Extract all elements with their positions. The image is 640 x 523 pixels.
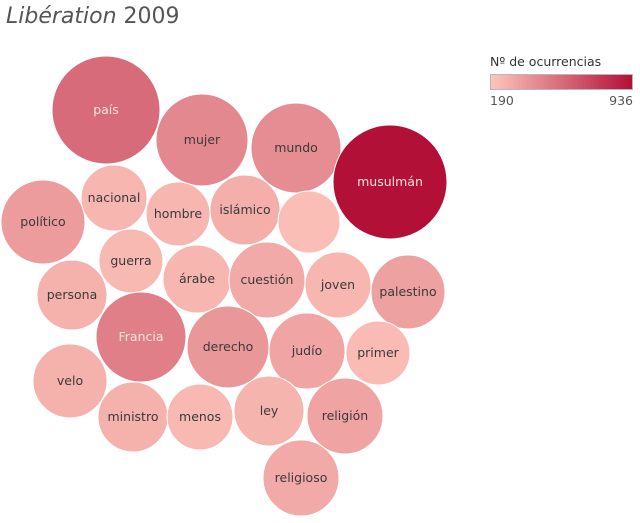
- bubble-circle[interactable]: [80, 164, 148, 232]
- bubble-label: musulmán: [357, 174, 423, 189]
- bubble-label: islámico: [219, 202, 270, 217]
- legend-max-label: 936: [609, 93, 633, 108]
- bubble[interactable]: ministro: [97, 381, 169, 453]
- bubble-label: religioso: [275, 470, 328, 485]
- bubble[interactable]: Francia: [95, 291, 187, 383]
- bubble[interactable]: menos: [166, 383, 234, 451]
- bubble-circle[interactable]: [95, 291, 187, 383]
- legend-labels: 190 936: [490, 93, 633, 108]
- bubble-label: mundo: [274, 140, 318, 155]
- bubble-label: árabe: [179, 271, 215, 286]
- bubble[interactable]: político: [0, 179, 86, 265]
- bubble[interactable]: país: [51, 55, 161, 165]
- bubble[interactable]: derecho: [186, 305, 270, 389]
- bubble-label: hombre: [154, 206, 203, 221]
- bubble-label: derecho: [203, 339, 254, 354]
- bubble[interactable]: árabe: [162, 244, 232, 314]
- bubble-circle[interactable]: [262, 439, 340, 517]
- bubble[interactable]: joven: [304, 251, 372, 319]
- bubble-circle[interactable]: [36, 259, 108, 331]
- bubble-circle[interactable]: [250, 102, 342, 194]
- bubble-circle[interactable]: [233, 375, 305, 447]
- bubble-circle[interactable]: [0, 179, 86, 265]
- bubble-circle[interactable]: [155, 93, 249, 187]
- bubble-label: guerra: [110, 253, 151, 268]
- bubble[interactable]: religioso: [262, 439, 340, 517]
- chart-title-year: 2009: [123, 4, 180, 29]
- bubble-circle[interactable]: [32, 343, 108, 419]
- bubble-label: Francia: [118, 329, 163, 344]
- bubble-label: ley: [260, 403, 279, 418]
- bubble[interactable]: cuestión: [228, 241, 306, 319]
- legend-min-label: 190: [490, 93, 514, 108]
- bubble-circle[interactable]: [268, 312, 346, 390]
- bubble-label: persona: [47, 287, 98, 302]
- bubble[interactable]: musulmán: [332, 124, 448, 240]
- chart-title: Libération 2009: [6, 4, 180, 29]
- legend-title: Nº de ocurrencias: [490, 54, 602, 69]
- bubble[interactable]: religión: [306, 377, 384, 455]
- bubble-circle[interactable]: [51, 55, 161, 165]
- bubble[interactable]: nacional: [80, 164, 148, 232]
- bubble[interactable]: palestino: [370, 254, 446, 330]
- bubble-label: religión: [322, 408, 368, 423]
- bubble[interactable]: [277, 190, 341, 254]
- bubble-label: país: [93, 102, 119, 117]
- bubble-label: velo: [57, 373, 83, 388]
- bubble-label: nacional: [88, 190, 141, 205]
- bubble[interactable]: mujer: [155, 93, 249, 187]
- bubble[interactable]: guerra: [98, 228, 164, 294]
- bubble[interactable]: ley: [233, 375, 305, 447]
- color-legend: Nº de ocurrencias 190 936: [490, 54, 636, 108]
- bubble-label: primer: [357, 345, 399, 360]
- bubble-circle[interactable]: [306, 377, 384, 455]
- bubble-label: menos: [179, 409, 221, 424]
- bubble[interactable]: persona: [36, 259, 108, 331]
- bubble-circle[interactable]: [345, 320, 411, 386]
- bubble-label: político: [20, 214, 65, 229]
- bubble-label: judío: [291, 343, 322, 358]
- bubble-circle[interactable]: [332, 124, 448, 240]
- bubble-label: cuestión: [241, 272, 294, 287]
- bubble-circle[interactable]: [304, 251, 372, 319]
- bubble-circle[interactable]: [370, 254, 446, 330]
- bubble-label: palestino: [379, 284, 436, 299]
- bubble[interactable]: mundo: [250, 102, 342, 194]
- bubble[interactable]: judío: [268, 312, 346, 390]
- bubble[interactable]: hombre: [145, 181, 211, 247]
- bubble-label: joven: [320, 277, 355, 292]
- bubble-circle[interactable]: [277, 190, 341, 254]
- legend-color-ramp: [490, 74, 633, 90]
- bubble[interactable]: islámico: [209, 174, 281, 246]
- bubble[interactable]: primer: [345, 320, 411, 386]
- bubble-label: mujer: [184, 132, 221, 147]
- bubble-label: ministro: [108, 409, 159, 424]
- chart-title-publication: Libération: [6, 4, 117, 29]
- bubble-circle[interactable]: [166, 383, 234, 451]
- bubble[interactable]: velo: [32, 343, 108, 419]
